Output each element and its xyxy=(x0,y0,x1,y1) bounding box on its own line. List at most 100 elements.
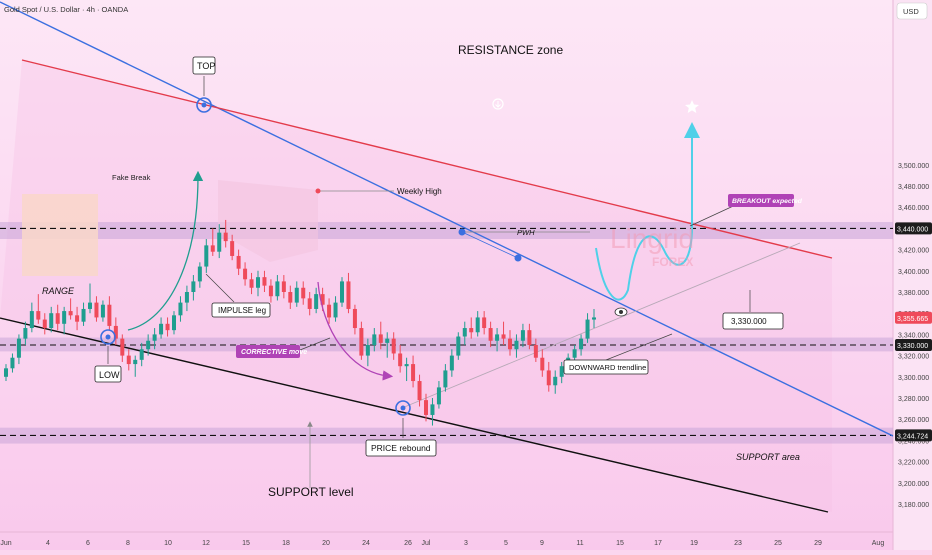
candle-body xyxy=(482,317,487,329)
currency-badge[interactable] xyxy=(896,2,928,20)
price-tick-label: 3,280.000 xyxy=(898,396,929,403)
candle-body xyxy=(456,336,461,356)
candle-body xyxy=(546,370,551,386)
candle-body xyxy=(146,340,151,350)
candle-body xyxy=(443,370,448,388)
candle-body xyxy=(139,349,144,360)
low-marker-dot xyxy=(105,334,111,340)
time-tick-label: 12 xyxy=(202,540,210,547)
candle-body xyxy=(249,279,254,288)
channel-fill xyxy=(0,60,832,512)
candle-body xyxy=(126,355,131,365)
rebound-marker xyxy=(395,400,411,416)
candle-body xyxy=(540,357,545,371)
low-label: LOW xyxy=(99,370,120,380)
impulse-leader xyxy=(205,273,235,303)
support-area-label: SUPPORT area xyxy=(736,452,800,462)
weekly-high-label: Weekly High xyxy=(397,187,442,196)
pwh-connector xyxy=(461,231,519,259)
price-tag-label: 3,355.665 xyxy=(897,316,928,323)
candle-body xyxy=(579,338,584,350)
candle-body xyxy=(191,281,196,292)
candle-body xyxy=(378,334,383,343)
candle-body xyxy=(404,364,409,367)
candle-body xyxy=(430,404,435,415)
zone-resistance xyxy=(0,222,893,239)
candle-body xyxy=(533,345,538,358)
candle-body xyxy=(268,285,273,297)
candle-body xyxy=(527,330,532,345)
time-tick-label: 24 xyxy=(362,540,370,547)
candle-body xyxy=(320,294,325,305)
projection-path xyxy=(595,122,700,301)
pwh-dot-2 xyxy=(514,254,522,262)
candle-body xyxy=(68,311,73,316)
candle-body xyxy=(55,313,60,324)
price-tick-label: 3,480.000 xyxy=(898,184,929,191)
rebound-marker-dot xyxy=(400,405,406,411)
candle-body xyxy=(372,334,377,345)
weekly-high-dot xyxy=(315,188,321,194)
candle-body xyxy=(100,304,105,318)
price-tags-layer: 3,440.000 3,355.665 3,330.000 3,244.724 xyxy=(895,222,932,442)
candle-body xyxy=(398,353,403,367)
candle-body xyxy=(197,266,202,282)
price-tag-box xyxy=(895,222,932,235)
candle-body xyxy=(585,319,590,339)
candle-body xyxy=(178,302,183,316)
candle-body xyxy=(16,338,21,358)
candle-body xyxy=(49,313,54,329)
candle-body xyxy=(449,355,454,371)
eye-icon xyxy=(614,307,628,317)
candle-body xyxy=(307,298,312,309)
candle-body xyxy=(288,292,293,303)
downtrend-leader xyxy=(605,333,673,361)
pwh-dot-1 xyxy=(458,228,466,236)
price-tag-box xyxy=(895,311,932,324)
price-tag-label: 3,330.000 xyxy=(897,343,928,350)
time-tick-label: Jul xyxy=(422,540,431,547)
top-label: TOP xyxy=(197,61,215,71)
candle-body xyxy=(591,317,597,320)
candle-body xyxy=(436,387,441,405)
corrective-leader xyxy=(299,337,331,351)
black-support-line xyxy=(0,317,829,513)
candle-body xyxy=(107,304,112,326)
candle-body xyxy=(333,302,338,318)
time-tick-label: 11 xyxy=(576,540,583,547)
price-tick-label: 3,240.000 xyxy=(898,438,929,445)
level-3330-label-box xyxy=(722,312,784,330)
top-label-box xyxy=(192,56,216,75)
time-tick-label: 19 xyxy=(690,540,698,547)
time-tick-label: 15 xyxy=(616,540,624,547)
candle-body xyxy=(559,366,564,377)
candle-body xyxy=(423,400,429,415)
candle-body xyxy=(255,277,261,288)
candle-body xyxy=(120,338,125,356)
time-tick-label: 17 xyxy=(654,540,662,547)
time-axis[interactable]: Jun 4 6 8 10 12 15 18 20 24 26 Jul 3 5 9 11 15 17 19 23 25 29… xyxy=(0,540,884,547)
time-tick-label: Jun xyxy=(0,540,11,547)
candle-body xyxy=(36,311,41,320)
price-tick-label: 3,260.000 xyxy=(898,417,929,424)
time-tick-label: 10 xyxy=(164,540,172,547)
candle-body xyxy=(42,319,47,329)
watermark-logo: Lingrid FOREX xyxy=(610,223,694,269)
range-box xyxy=(22,194,98,276)
time-tick-label: Aug xyxy=(872,540,885,547)
blue-downtrend-line xyxy=(0,1,894,437)
time-tick-label: 4 xyxy=(46,540,50,547)
candle-body xyxy=(210,245,215,252)
price-tag-label: 3,440.000 xyxy=(897,226,928,233)
breakout-label-box xyxy=(728,194,794,207)
impulse-label: IMPULSE leg xyxy=(218,306,266,315)
zone-support xyxy=(0,427,893,444)
candle-body xyxy=(243,268,248,280)
candle-body xyxy=(488,328,493,341)
watermark-brand: Lingrid xyxy=(610,223,694,254)
time-tick-label: 20 xyxy=(322,540,330,547)
candle-body xyxy=(501,334,506,339)
candle-body xyxy=(29,311,34,329)
